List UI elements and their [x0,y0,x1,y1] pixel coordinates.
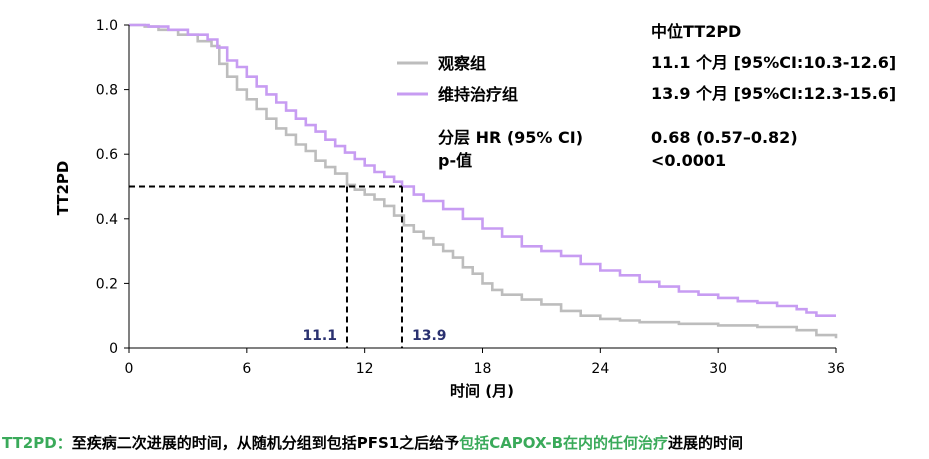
hr-value: 0.68 (0.57–0.82) [651,128,798,147]
median-markers: 11.1 13.9 [129,185,447,348]
y-tick-label: 0.8 [96,83,118,99]
plot-lines [129,23,838,339]
stats-title: 中位TT2PD [651,22,741,41]
x-tick-label: 30 [709,361,727,377]
x-tick-label: 6 [242,361,251,377]
y-tick-label: 1.0 [96,18,118,34]
legend-label-maintenance: 维持治疗组 [438,85,518,104]
footnote: TT2PD：至疾病二次进展的时间，从随机分组到包括PFS1之后给予包括CAPOX… [2,432,743,453]
p-value: <0.0001 [651,151,726,170]
ticks: 0 6 12 18 24 30 36 0 0.2 0.4 0.6 0.8 1.0 [96,18,845,377]
median-label-0: 11.1 [302,328,337,344]
footnote-text-a: 至疾病二次进展的时间，从随机分组到包括PFS1之后给予 [71,434,460,452]
legend-label-observation: 观察组 [438,54,486,73]
p-label: p-值 [438,151,472,170]
axes [128,25,836,349]
hr-label: 分层 HR (95% CI) [438,128,583,147]
stat-value-maintenance: 13.9 个月 [95%CI:12.3-15.6] [651,84,896,103]
chart: 0 6 12 18 24 30 36 0 0.2 0.4 0.6 0.8 1.0 TT2PD 时间 (月… [54,18,896,400]
x-tick-label: 0 [125,361,134,377]
y-axis-label: TT2PD [54,161,72,216]
stat-value-observation: 11.1 个月 [95%CI:10.3-12.6] [651,53,896,72]
y-tick-label: 0.2 [96,276,118,292]
y-tick-label: 0 [109,341,118,357]
footnote-text-b: 进展的时间 [668,434,744,452]
footnote-highlight: 包括CAPOX-B在内的任何治疗 [459,434,669,452]
x-tick-label: 24 [591,361,609,377]
series-line-1 [129,23,836,317]
x-axis-label: 时间 (月) [450,382,514,400]
x-tick-label: 12 [356,361,374,377]
x-tick-label: 36 [827,361,845,377]
x-tick-label: 18 [474,361,492,377]
series-line-0 [129,23,838,339]
footnote-term: TT2PD： [2,434,72,452]
median-label-1: 13.9 [412,328,447,344]
y-tick-label: 0.6 [96,147,118,163]
y-tick-label: 0.4 [96,212,118,228]
